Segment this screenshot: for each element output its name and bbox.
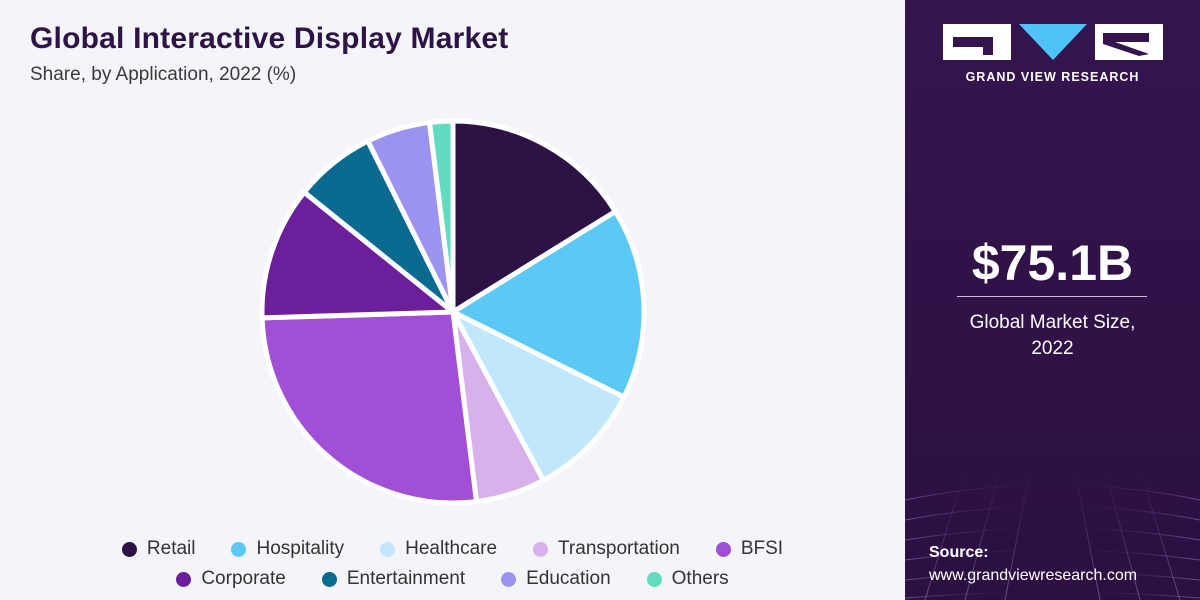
legend-row: Corporate Entertainment Education Others <box>0 564 905 594</box>
pie-chart <box>259 118 647 506</box>
legend-item-education: Education <box>501 568 611 590</box>
chart-legend: Retail Hospitality Healthcare Transportatio… <box>0 534 905 594</box>
legend-label: Hospitality <box>256 538 345 559</box>
market-size-label-line2: 2022 <box>1031 338 1074 359</box>
legend-item-bfsi: BFSI <box>715 538 784 560</box>
legend-label: Corporate <box>201 568 286 589</box>
legend-label: Retail <box>146 538 196 559</box>
legend-label: Transportation <box>558 538 680 559</box>
pie-slice-healthcare <box>450 309 627 483</box>
legend-label: Others <box>671 568 729 589</box>
chart-title: Global Interactive Display Market <box>30 22 509 55</box>
market-size-label-line1: Global Market Size, <box>969 312 1136 333</box>
grid-decoration <box>905 469 1200 600</box>
legend-label: BFSI <box>740 538 784 559</box>
divider <box>957 296 1147 297</box>
pie-slice-retail <box>450 118 618 315</box>
legend-dot <box>321 571 337 587</box>
legend-item-transportation: Transportation <box>533 538 680 560</box>
pie-slice-bfsi <box>259 309 479 506</box>
legend-dot <box>121 541 137 557</box>
grand-view-research-logo <box>943 24 1163 60</box>
market-size-value: $75.1B <box>971 235 1134 291</box>
legend-label: Entertainment <box>346 568 466 589</box>
chart-subtitle: Share, by Application, 2022 (%) <box>30 64 297 85</box>
pie-slice-hospitality <box>450 208 647 400</box>
legend-dot <box>176 571 192 587</box>
legend-label: Education <box>526 568 611 589</box>
pie-slice-corporate <box>259 189 456 321</box>
legend-label: Healthcare <box>405 538 498 559</box>
legend-item-corporate: Corporate <box>176 568 286 590</box>
logo-text: GRAND VIEW RESEARCH <box>965 70 1140 84</box>
legend-item-healthcare: Healthcare <box>380 538 497 560</box>
market-size-label: Global Market Size, 2022 <box>905 310 1200 362</box>
legend-dot <box>715 541 731 557</box>
legend-dot <box>231 541 247 557</box>
legend-row: Retail Hospitality Healthcare Transportatio… <box>0 534 905 564</box>
pie-slice-others <box>427 118 456 315</box>
source-label: Source: <box>929 544 989 561</box>
legend-item-retail: Retail <box>121 538 196 560</box>
source-url[interactable]: www.grandviewresearch.com <box>929 567 1138 584</box>
legend-dot <box>501 571 517 587</box>
legend-item-hospitality: Hospitality <box>231 538 344 560</box>
chart-panel: Global Interactive Display Market Share,… <box>0 22 905 594</box>
legend-item-others: Others <box>646 568 729 590</box>
info-sidebar: GRAND VIEW RESEARCH $75.1B Global Market… <box>905 0 1200 600</box>
legend-dot <box>646 571 662 587</box>
legend-item-entertainment: Entertainment <box>321 568 466 590</box>
legend-dot <box>533 541 549 557</box>
legend-dot <box>380 541 396 557</box>
